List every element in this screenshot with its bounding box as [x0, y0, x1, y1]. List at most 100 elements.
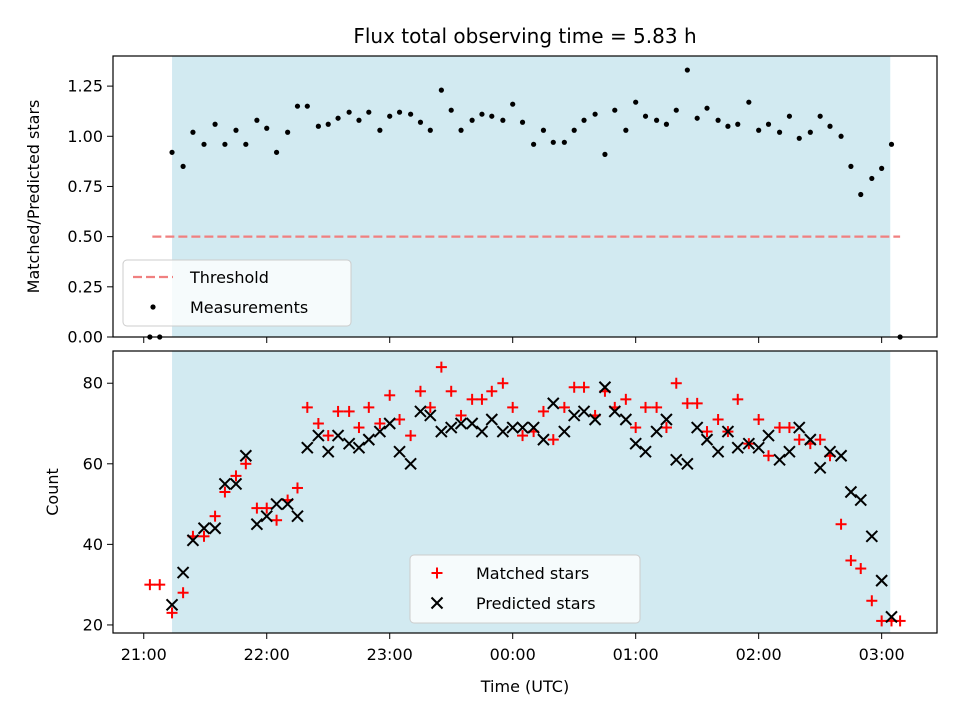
measurement-point — [356, 117, 362, 123]
predicted-star-point — [690, 421, 704, 434]
count-x-tick-label: 21:00 — [121, 645, 167, 664]
predicted-star-point — [650, 425, 663, 438]
predicted-star-point — [813, 461, 827, 475]
measurement-point — [396, 109, 403, 115]
predicted-star-point — [711, 445, 725, 458]
predicted-star-point — [558, 425, 571, 438]
predicted-star-point — [322, 445, 335, 458]
matched-star-point — [405, 430, 417, 442]
ratio-y-axis-label: Matched/Predicted stars — [24, 100, 43, 294]
predicted-star-point — [260, 509, 273, 523]
legend-threshold-label: Threshold — [189, 268, 269, 287]
ratio-y-tick-label: 0.25 — [67, 277, 103, 296]
predicted-star-point — [496, 425, 510, 438]
predicted-star-point — [731, 441, 744, 454]
predicted-star-point-b — [485, 413, 499, 426]
measurement-point — [817, 113, 823, 119]
measurement-point — [222, 141, 228, 147]
matched-star-point — [855, 563, 867, 575]
predicted-star-point — [527, 421, 540, 434]
predicted-star-point-b — [681, 457, 694, 471]
measurement-point — [858, 191, 864, 198]
predicted-star-point-b — [250, 518, 264, 531]
measurement-point — [848, 163, 854, 169]
predicted-star-point-b — [639, 445, 652, 458]
matched-star-point — [763, 450, 775, 462]
predicted-star-point-b — [424, 409, 437, 422]
predicted-star-point-b — [731, 441, 744, 454]
predicted-star-point — [270, 497, 283, 511]
predicted-star-point — [475, 425, 489, 438]
count-x-tick-label: 01:00 — [613, 645, 659, 664]
predicted-star-point-b — [854, 493, 867, 507]
measurement-point — [366, 109, 372, 115]
count-x-tick-label: 23:00 — [367, 645, 413, 664]
measurement-point — [684, 67, 690, 73]
predicted-star-point-b — [711, 445, 725, 458]
predicted-star-point — [608, 405, 621, 418]
matched-star-point — [177, 587, 189, 599]
measurement-point — [408, 111, 414, 117]
matched-star-point — [435, 361, 447, 373]
predicted-star-point — [773, 453, 786, 466]
matched-star-point — [343, 405, 355, 417]
predicted-star-point — [435, 425, 448, 438]
predicted-star-point — [250, 518, 264, 531]
predicted-star-point — [506, 421, 519, 434]
predicted-star-point-b — [834, 449, 848, 462]
measurement-point — [786, 113, 793, 119]
matched-star-point — [363, 401, 375, 413]
measurement-point — [335, 115, 341, 121]
predicted-star-point — [762, 429, 775, 442]
predicted-star-point-b — [598, 381, 612, 394]
measurement-point — [169, 149, 175, 155]
matched-star-point — [547, 434, 559, 446]
matched-star-point — [681, 397, 693, 409]
measurement-point — [212, 121, 218, 127]
predicted-star-point-b — [813, 461, 827, 475]
matched-star-point — [154, 579, 166, 591]
predicted-star-point — [865, 530, 879, 543]
predicted-star-point — [424, 409, 437, 422]
predicted-star-point-b — [454, 417, 468, 430]
predicted-star-point-b — [208, 522, 222, 535]
predicted-star-point — [331, 429, 345, 442]
matched-star-point — [374, 418, 386, 430]
measurement-point — [264, 125, 270, 131]
predicted-star-point — [742, 437, 756, 450]
measurement-point — [540, 127, 547, 133]
measurement-point — [489, 113, 495, 119]
count-x-tick-label: 03:00 — [859, 645, 905, 664]
predicted-star-point — [783, 445, 796, 458]
measurement-point — [715, 117, 721, 123]
measurement-point — [550, 139, 556, 145]
count-y-tick-label: 40 — [83, 535, 103, 554]
predicted-star-point-b — [165, 598, 179, 612]
measurement-point — [725, 123, 731, 129]
matched-star-point — [558, 401, 570, 413]
measurement-point — [642, 113, 649, 119]
predicted-star-point — [197, 522, 211, 535]
predicted-star-point — [629, 437, 642, 450]
predicted-star-point-b — [291, 509, 304, 523]
measurement-point — [796, 135, 802, 141]
predicted-star-point — [752, 441, 765, 454]
predicted-star-point-b — [373, 425, 387, 438]
matched-star-point — [660, 422, 672, 434]
measurement-point — [479, 111, 485, 117]
predicted-star-point-b — [506, 421, 519, 434]
measurement-point — [346, 109, 352, 115]
ratio-y-ticks: 0.00 0.25 0.50 0.75 1.00 1.25 — [67, 77, 113, 347]
predicted-star-point-b — [804, 433, 817, 446]
measurement-point — [694, 115, 700, 121]
predicted-star-point-b — [619, 413, 633, 426]
measurement-point — [233, 127, 239, 133]
legend-measurements-swatch — [150, 304, 156, 310]
matched-star-point — [240, 458, 252, 470]
predicted-star-point — [793, 421, 806, 434]
predicted-star-point-b — [885, 610, 898, 624]
ratio-y-tick-label: 1.25 — [67, 77, 103, 96]
predicted-star-point — [465, 417, 479, 430]
matched-star-point — [209, 510, 221, 522]
